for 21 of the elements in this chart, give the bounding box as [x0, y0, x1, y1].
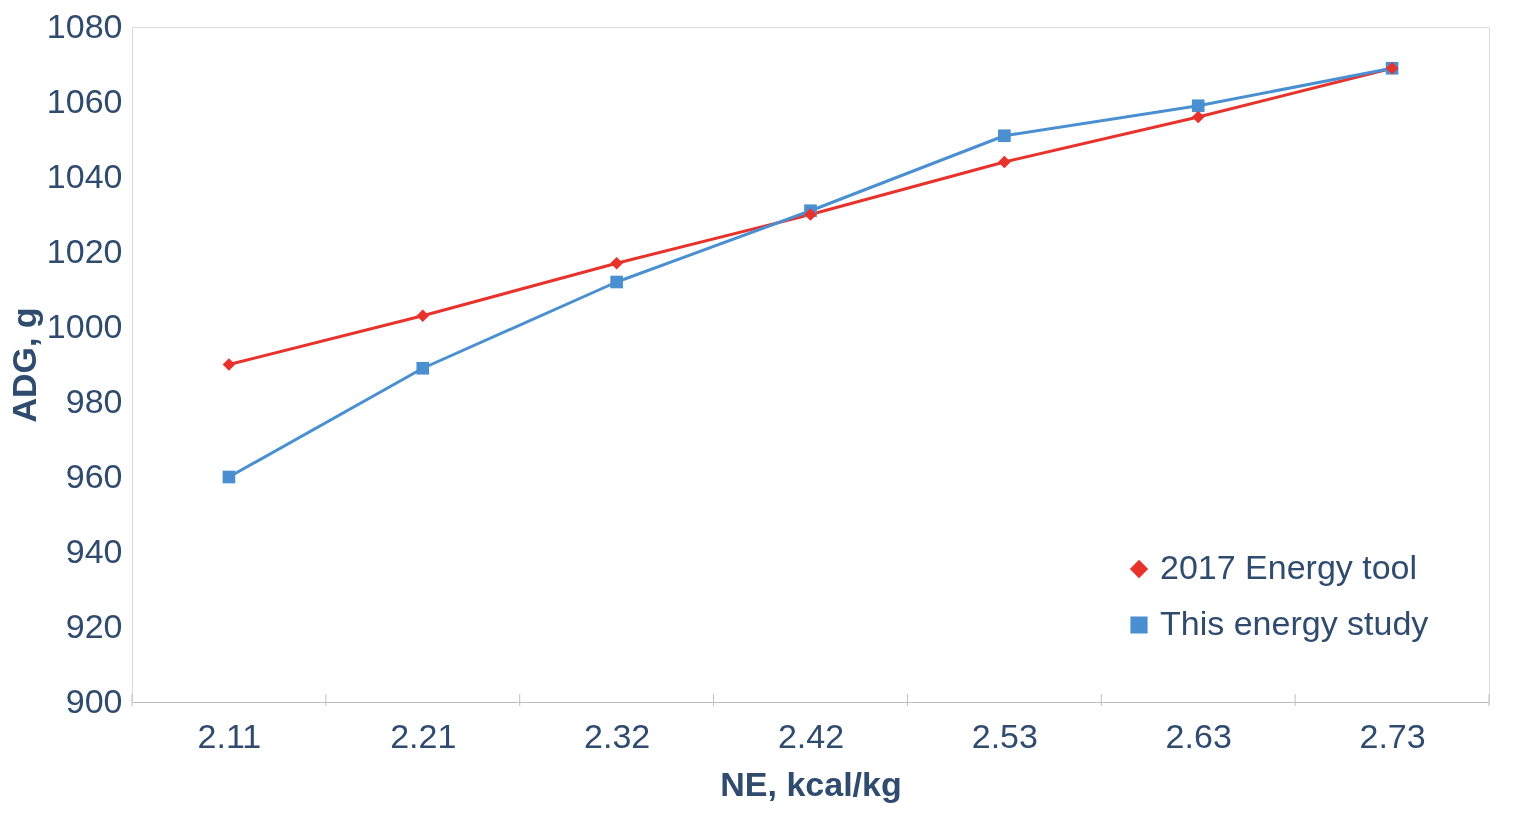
y-tick-label: 980 [65, 381, 123, 420]
legend-label: 2017 Energy tool [1160, 548, 1418, 586]
x-axis-title: NE, kcal/kg [720, 764, 902, 803]
y-tick-label: 920 [65, 606, 123, 645]
y-tick-label: 1000 [46, 306, 123, 345]
x-tick-label: 2.53 [971, 716, 1038, 755]
x-tick-label: 2.63 [1165, 716, 1232, 755]
legend-label: This energy study [1160, 604, 1429, 642]
y-tick-label: 940 [65, 531, 123, 570]
y-tick-label: 900 [65, 681, 123, 720]
x-tick-label: 2.73 [1359, 716, 1426, 755]
y-tick-label: 1060 [46, 81, 123, 120]
x-tick-label: 2.42 [777, 716, 845, 755]
y-tick-label: 960 [65, 456, 123, 495]
y-tick-label: 1040 [46, 156, 123, 195]
y-tick-label: 1020 [46, 231, 123, 270]
x-tick-label: 2.11 [197, 716, 262, 755]
x-tick-label: 2.21 [390, 716, 457, 755]
x-tick-label: 2.32 [584, 716, 651, 755]
y-axis-title: ADG, g [4, 307, 43, 423]
y-tick-label: 1080 [46, 6, 123, 45]
